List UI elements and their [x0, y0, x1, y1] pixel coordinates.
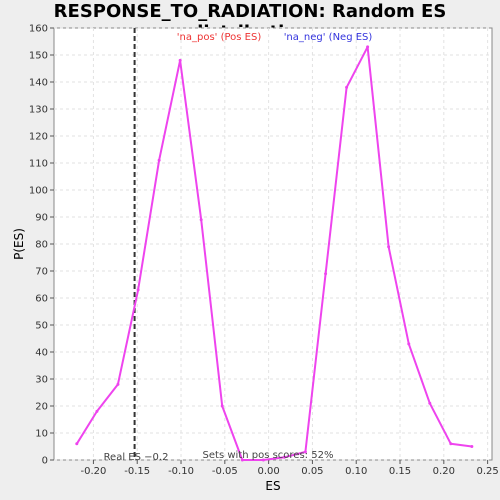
data-point	[261, 458, 265, 462]
x-axis-ticks: -0.20 -0.15 -0.10 -0.05 0.00 0.05 0.10 0.15 0.20…	[80, 460, 499, 477]
x-tick-label: -0.10	[168, 466, 194, 477]
y-tick-label: 70	[35, 267, 48, 278]
data-point	[75, 442, 79, 446]
data-point	[178, 58, 182, 62]
data-point	[116, 382, 120, 386]
y-tick-label: 20	[35, 402, 48, 413]
y-tick-label: 10	[35, 429, 48, 440]
y-tick-label: 160	[29, 24, 48, 35]
y-tick-label: 120	[29, 132, 48, 143]
pos-scores-annotation: Sets with pos scores: 52%	[203, 450, 334, 461]
data-point	[199, 218, 203, 222]
data-point	[407, 342, 411, 346]
distribution-line	[75, 45, 473, 461]
y-tick-label: 50	[35, 321, 48, 332]
x-tick-label: 0.15	[389, 466, 411, 477]
y-tick-label: 60	[35, 294, 48, 305]
y-tick-label: 90	[35, 213, 48, 224]
data-point	[387, 245, 391, 249]
data-point	[449, 442, 453, 446]
x-tick-label: -0.15	[124, 466, 150, 477]
data-point	[220, 404, 224, 408]
data-point	[136, 288, 140, 292]
data-point	[282, 455, 286, 459]
data-point	[95, 409, 99, 413]
y-tick-label: 130	[29, 105, 48, 116]
data-point	[324, 272, 328, 276]
y-axis-label: P(ES)	[12, 228, 26, 260]
data-point	[303, 450, 307, 454]
y-tick-label: 100	[29, 186, 48, 197]
y-tick-label: 140	[29, 78, 48, 89]
legend-neg-es: 'na_neg' (Neg ES)	[284, 32, 373, 43]
x-tick-label: -0.05	[212, 466, 238, 477]
y-tick-label: 150	[29, 51, 48, 62]
data-point	[366, 45, 370, 49]
data-point	[428, 401, 432, 405]
x-tick-label: 0.10	[345, 466, 367, 477]
distribution-points	[75, 45, 474, 462]
y-tick-label: 0	[42, 456, 48, 467]
y-tick-label: 40	[35, 348, 48, 359]
data-point	[345, 85, 349, 89]
x-tick-label: 0.05	[301, 466, 323, 477]
x-tick-label: 0.20	[433, 466, 455, 477]
legend-pos-es: 'na_pos' (Pos ES)	[177, 32, 262, 43]
data-point	[470, 445, 474, 448]
real-es-label: Real ES −0.2	[104, 452, 169, 463]
x-tick-label: 0.00	[257, 466, 279, 477]
y-tick-label: 30	[35, 375, 48, 386]
grid-lines	[54, 27, 492, 461]
y-axis-ticks: 0 10 20 30 40 50 60 70 80 90 100 110 120 130 140 150 160	[29, 24, 54, 467]
x-tick-label: -0.20	[80, 466, 106, 477]
x-axis-label: ES	[265, 479, 280, 493]
y-tick-label: 80	[35, 240, 48, 251]
data-point	[157, 158, 161, 162]
y-tick-label: 110	[29, 159, 48, 170]
x-tick-label: 0.25	[476, 466, 498, 477]
data-point	[240, 458, 244, 462]
